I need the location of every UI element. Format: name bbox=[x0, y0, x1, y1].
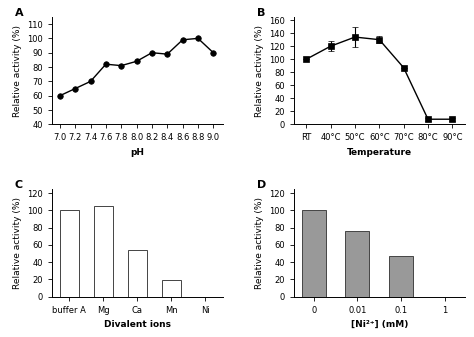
Text: B: B bbox=[256, 8, 265, 18]
Text: A: A bbox=[15, 8, 23, 18]
Text: C: C bbox=[15, 180, 23, 190]
Y-axis label: Relative activity (%): Relative activity (%) bbox=[255, 197, 264, 289]
Bar bbox=[346, 231, 370, 297]
Bar bbox=[389, 256, 413, 297]
Bar bbox=[94, 206, 113, 297]
X-axis label: Divalent ions: Divalent ions bbox=[104, 320, 171, 329]
X-axis label: Temperature: Temperature bbox=[347, 148, 412, 157]
Y-axis label: Relative activity (%): Relative activity (%) bbox=[13, 197, 22, 289]
Bar bbox=[162, 280, 181, 297]
X-axis label: pH: pH bbox=[130, 148, 145, 157]
Y-axis label: Relative activity (%): Relative activity (%) bbox=[255, 25, 264, 117]
Bar bbox=[128, 250, 147, 297]
Bar bbox=[60, 211, 79, 297]
Bar bbox=[302, 211, 326, 297]
Y-axis label: Relative activity (%): Relative activity (%) bbox=[13, 25, 22, 117]
X-axis label: [Ni²⁺] (mM): [Ni²⁺] (mM) bbox=[351, 320, 408, 329]
Text: D: D bbox=[256, 180, 266, 190]
